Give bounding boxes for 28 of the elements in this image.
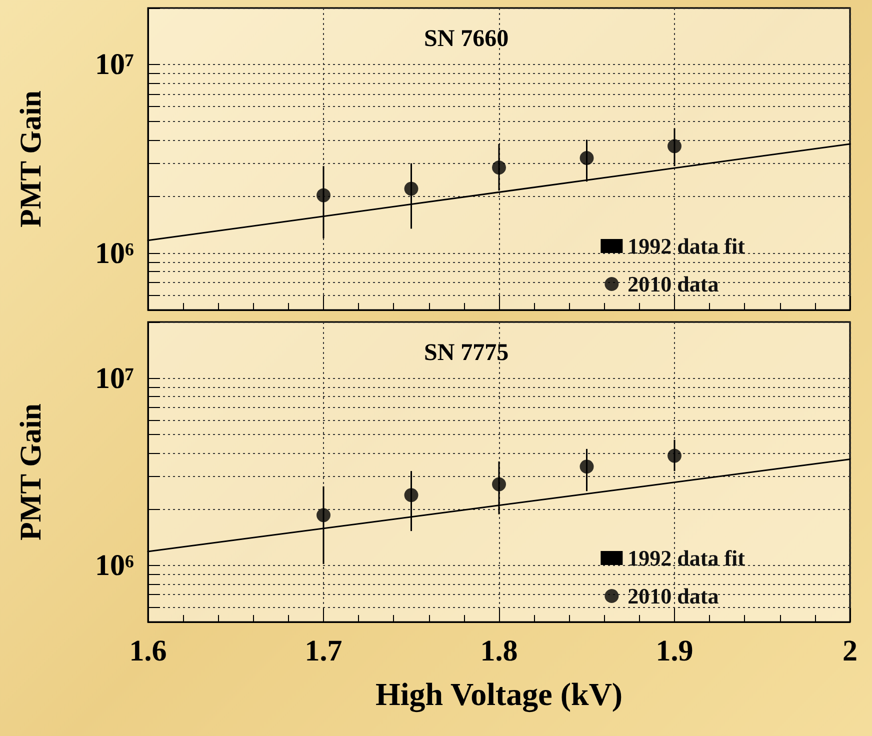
point [580,460,594,474]
y-tick-label: 10⁶ [95,549,134,582]
point [580,151,594,166]
text: SN 7775 [424,340,509,366]
x-tick-label: 2 [842,634,858,668]
point [492,477,506,492]
x-tick-label: 1.6 [129,634,167,668]
point [492,160,506,175]
legend-label: 1992 data fit [628,546,746,570]
y-tick-label: 10⁶ [95,236,134,270]
point [316,508,330,522]
point [668,448,682,463]
y-tick-label: 10⁷ [95,362,134,395]
y-tick-label: 10⁷ [95,48,134,82]
legend-label: 2010 data [628,272,719,296]
y-axis-title: PMT Gain [14,90,48,228]
point [404,182,418,196]
point [668,139,682,154]
x-tick-label: 1.7 [304,634,342,668]
legend-label: 1992 data fit [628,234,746,258]
text: SN 7660 [424,26,509,52]
point [404,488,418,502]
x-tick-label: 1.9 [656,634,694,668]
x-tick-label: 1.8 [480,634,518,668]
x-axis-title: High Voltage (kV) [375,676,623,713]
y-axis-title: PMT Gain [14,403,48,540]
legend-label: 2010 data [628,584,719,608]
point [316,188,330,202]
